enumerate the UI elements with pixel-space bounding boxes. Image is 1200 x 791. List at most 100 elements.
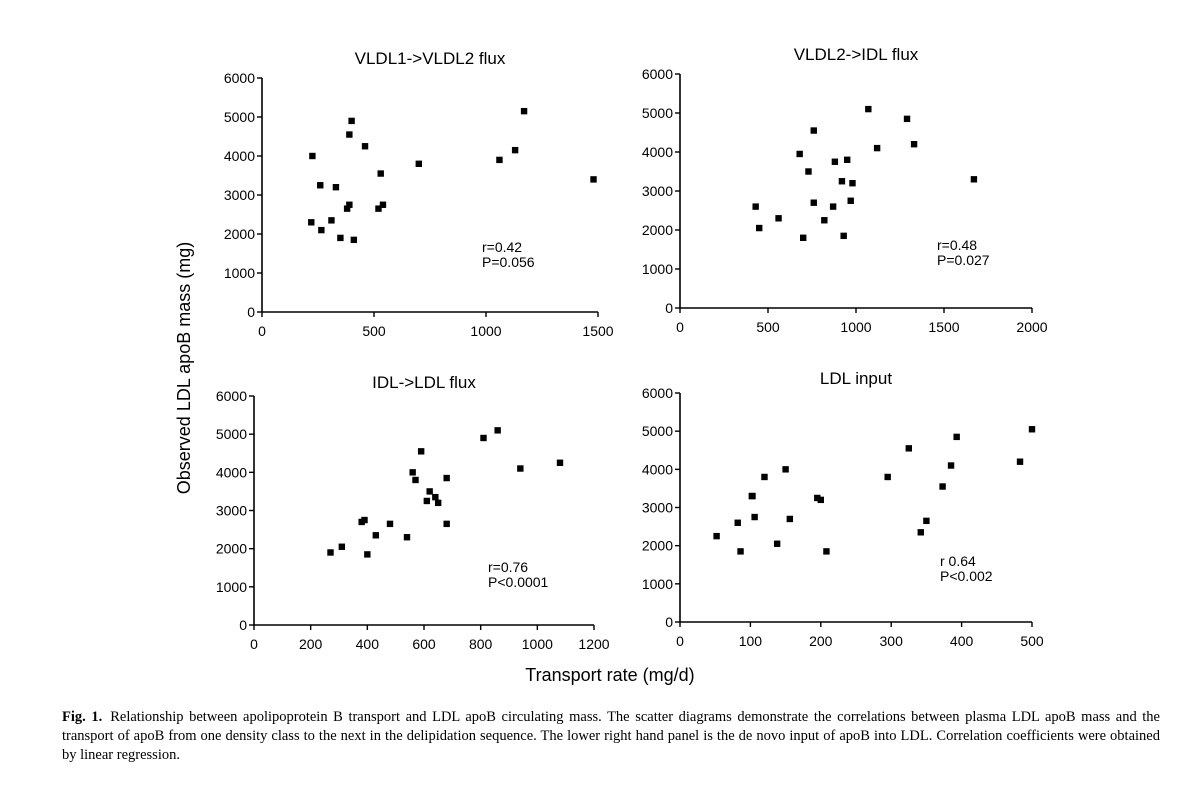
data-point — [496, 156, 503, 164]
data-point — [386, 520, 394, 528]
data-point — [443, 520, 450, 528]
data-point — [432, 493, 439, 501]
data-point — [1016, 458, 1024, 465]
data-point — [348, 117, 355, 125]
data-point — [337, 234, 344, 242]
p-value-label: P=0.056 — [482, 254, 535, 270]
x-tick-label: 1500 — [928, 319, 959, 335]
data-point — [417, 448, 425, 455]
data-point — [350, 236, 358, 244]
x-tick-label: 0 — [676, 319, 684, 335]
panel-vldl2-idl-flux: 0 1000 2000 3000 4000 5000 6000 0 500 1000 1500 200… — [642, 45, 1048, 335]
data-point — [379, 201, 387, 208]
data-point — [556, 459, 564, 466]
caption-label: Fig. 1. — [62, 709, 103, 725]
panel-title: VLDL2->IDL flux — [794, 45, 919, 64]
y-tick-label: 6000 — [642, 385, 673, 401]
data-point — [800, 234, 807, 241]
data-point — [317, 182, 324, 189]
y-tick-label: 2000 — [642, 538, 673, 554]
y-tick-label: 0 — [247, 304, 255, 320]
data-point — [346, 131, 353, 138]
data-point — [761, 473, 768, 481]
data-point — [775, 215, 782, 222]
data-point — [873, 144, 881, 152]
data-point — [749, 492, 756, 500]
data-point — [332, 184, 340, 191]
y-tick-label: 6000 — [216, 388, 247, 404]
data-point — [939, 483, 946, 490]
y-tick-label: 2000 — [224, 226, 255, 242]
y-tick-label: 3000 — [642, 183, 673, 199]
data-point — [318, 226, 325, 234]
x-tick-label: 0 — [676, 633, 684, 649]
panel-ldl-input: 0 1000 2000 3000 4000 5000 6000 0 100 200 300 400 50… — [642, 369, 1044, 649]
y-tick-label: 5000 — [216, 426, 247, 442]
correlation-r-label: r 0.64 — [940, 553, 976, 569]
data-point — [338, 543, 346, 550]
x-tick-label: 100 — [739, 633, 763, 649]
data-point — [782, 466, 789, 473]
panel-title: VLDL1->VLDL2 flux — [355, 49, 506, 68]
panel-title: IDL->LDL flux — [372, 373, 476, 392]
data-point — [713, 532, 720, 540]
data-point — [403, 534, 411, 541]
data-point — [849, 180, 856, 187]
data-point — [796, 150, 803, 158]
y-tick-label: 1000 — [642, 261, 673, 277]
x-tick-label: 500 — [756, 319, 780, 335]
data-point — [511, 146, 519, 154]
x-tick-label: 1000 — [470, 323, 501, 339]
x-tick-label: 1500 — [582, 323, 613, 339]
y-tick-label: 5000 — [642, 423, 673, 439]
data-point — [590, 176, 597, 183]
data-point — [910, 141, 918, 148]
y-tick-label: 1000 — [642, 576, 673, 592]
x-tick-label: 300 — [880, 633, 904, 649]
data-point — [805, 168, 812, 175]
data-point — [829, 203, 837, 210]
y-tick-label: 0 — [665, 300, 673, 316]
data-point — [917, 529, 924, 536]
x-tick-label: 600 — [412, 636, 436, 652]
y-tick-label: 6000 — [642, 66, 673, 82]
data-point — [831, 158, 839, 165]
y-tick-label: 6000 — [224, 70, 255, 86]
p-value-label: P<0.0001 — [488, 574, 549, 590]
data-point — [923, 517, 930, 525]
data-point — [364, 551, 371, 558]
y-tick-label: 3000 — [216, 503, 247, 519]
data-point — [343, 205, 351, 212]
data-point — [494, 427, 501, 434]
data-point — [517, 465, 524, 472]
correlation-r-label: r=0.42 — [482, 239, 522, 255]
y-tick-label: 0 — [239, 617, 247, 633]
data-point — [328, 217, 335, 224]
x-tick-label: 400 — [950, 633, 974, 649]
data-point — [756, 224, 763, 232]
data-point — [903, 115, 911, 123]
x-tick-label: 1200 — [578, 636, 609, 652]
x-tick-label: 2000 — [1016, 319, 1047, 335]
data-point — [308, 219, 315, 226]
data-point — [947, 462, 955, 469]
data-point — [443, 474, 450, 482]
data-point — [773, 540, 781, 547]
y-tick-label: 4000 — [216, 464, 247, 480]
y-tick-label: 4000 — [224, 148, 255, 164]
data-point — [786, 515, 794, 523]
data-point — [409, 469, 416, 476]
x-tick-label: 1000 — [522, 636, 553, 652]
panel-idl-ldl-flux: 0 1000 2000 3000 4000 5000 6000 0 200 400 600 800 10… — [216, 373, 610, 652]
data-point — [840, 232, 847, 240]
data-point — [810, 199, 817, 206]
data-point — [737, 548, 744, 555]
panel-vldl1-vldl2-flux: 0 1000 2000 3000 4000 5000 6000 0 500 1000 1500 VLD… — [224, 49, 614, 339]
figure-caption: Fig. 1. Relationship between apolipoprote… — [62, 708, 1160, 765]
correlation-r-label: r=0.76 — [488, 559, 528, 575]
x-tick-label: 200 — [299, 636, 323, 652]
x-tick-label: 800 — [469, 636, 493, 652]
y-tick-label: 0 — [665, 614, 673, 630]
data-point — [520, 107, 528, 115]
y-tick-label: 2000 — [216, 541, 247, 557]
